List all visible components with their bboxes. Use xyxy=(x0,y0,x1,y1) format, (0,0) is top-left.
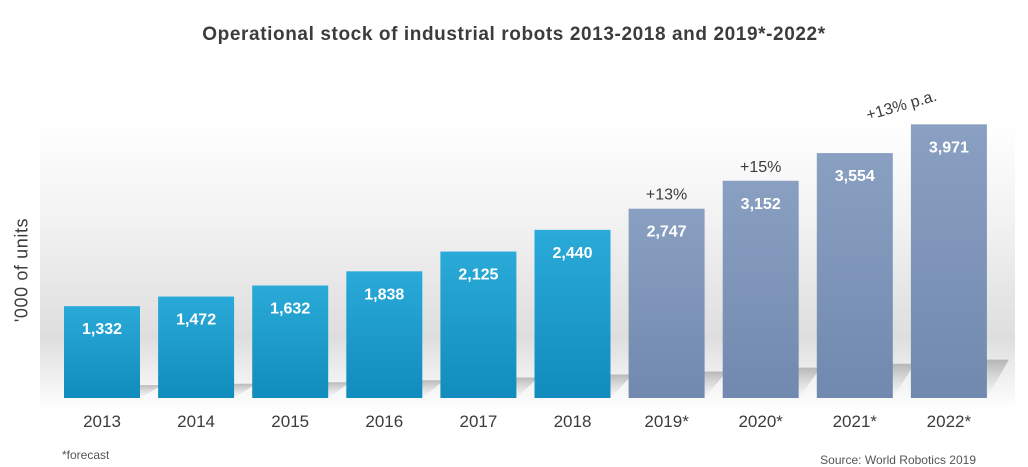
bar xyxy=(910,124,987,398)
forecast-footnote: *forecast xyxy=(62,448,110,462)
bar xyxy=(252,285,329,398)
growth-annotation: +13% xyxy=(646,187,687,204)
bar-value-label: 1,838 xyxy=(364,286,404,303)
bar xyxy=(346,271,423,398)
bar-value-label: 1,632 xyxy=(270,301,310,318)
bar-value-label: 2,747 xyxy=(647,224,687,241)
chart-title: Operational stock of industrial robots 2… xyxy=(202,24,826,45)
bar-value-label: 3,971 xyxy=(929,139,969,156)
bar xyxy=(722,180,799,398)
x-tick-label: 2015 xyxy=(271,412,309,431)
bar-value-label: 1,332 xyxy=(82,321,122,338)
growth-annotation: +15% xyxy=(740,159,781,176)
x-tick-label: 2016 xyxy=(365,412,403,431)
x-tick-label: 2018 xyxy=(554,412,592,431)
bar xyxy=(534,229,611,398)
bar xyxy=(628,208,705,398)
source-note: Source: World Robotics 2019 xyxy=(820,453,976,467)
bar-value-label: 2,125 xyxy=(458,267,498,284)
x-tick-label: 2017 xyxy=(459,412,497,431)
bar-value-label: 2,440 xyxy=(552,245,592,262)
x-tick-label: 2021* xyxy=(833,412,878,431)
x-tick-label: 2019* xyxy=(644,412,689,431)
x-tick-label: 2022* xyxy=(927,412,972,431)
bar xyxy=(816,153,893,398)
x-tick-label: 2020* xyxy=(738,412,783,431)
bar xyxy=(158,296,235,398)
bar-value-label: 1,472 xyxy=(176,312,216,329)
x-tick-label: 2013 xyxy=(83,412,121,431)
growth-annotation: +13% p.a. xyxy=(864,88,938,124)
bar-value-label: 3,152 xyxy=(741,196,781,213)
x-tick-label: 2014 xyxy=(177,412,215,431)
bar xyxy=(64,306,140,398)
bar-value-label: 3,554 xyxy=(835,168,875,185)
bar xyxy=(440,251,517,398)
